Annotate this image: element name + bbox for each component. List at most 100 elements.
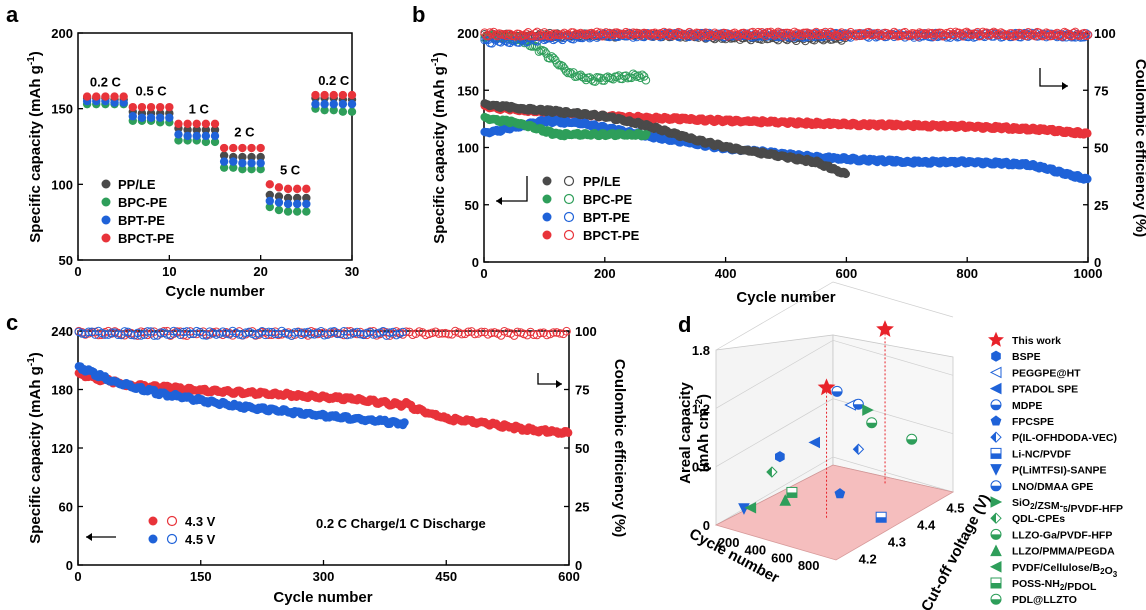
- panel-b-y-tick-label: 200: [457, 26, 479, 41]
- panel-d-legend-label: This work: [1012, 335, 1061, 347]
- panel-c-efficiency-point: [513, 327, 522, 337]
- panel-a-y-tick-label: 50: [59, 253, 73, 268]
- panel-a-point: [146, 113, 156, 122]
- panel-d-legend-marker: [988, 331, 1004, 347]
- panel-b-y-tick-label: 150: [457, 83, 479, 98]
- panel-a-legend-label: BPCT-PE: [118, 231, 175, 246]
- panel-c-y2label: Coulombic efficiency (%): [611, 359, 628, 537]
- panel-a-point: [82, 92, 92, 101]
- panel-a-point: [329, 99, 338, 109]
- panel-a-point: [274, 192, 284, 201]
- panel-c-y-tick-label: 240: [51, 324, 73, 339]
- panel-d-gridline: [715, 281, 954, 351]
- panel-c-efficiency-point: [162, 330, 172, 339]
- panel-b-xlabel: Cycle number: [736, 289, 835, 306]
- panel-b-efficiency-point: [641, 75, 651, 85]
- panel-d-legend-marker: [990, 464, 1002, 476]
- panel-d-z-tick-label: 1.2: [692, 401, 710, 416]
- panel-a-rate-label: 0.2 C: [90, 75, 122, 90]
- panel-b-x-tick-label: 0: [480, 266, 487, 281]
- panel-b-plot-frame: [483, 32, 1089, 263]
- panel-a-point: [183, 119, 192, 128]
- panel-b-x-tick-label: 600: [836, 266, 858, 281]
- panel-a-point: [101, 92, 110, 101]
- panel-d-literature-point: [779, 494, 792, 506]
- panel-d-legend-marker: [989, 366, 1002, 379]
- panel-b-left-arrow-head: [496, 197, 502, 205]
- panel-b-y2-tick-label: 0: [1094, 255, 1101, 270]
- panel-d-legend-marker-fill: [991, 599, 1001, 605]
- panel-a-point: [174, 119, 183, 128]
- panel-d-literature-point: [808, 436, 820, 449]
- panel-a: a 0 10 20 30 50 100 150 200 0.2 C 0.5 C 1 C 2 C 5 C…: [6, 2, 359, 300]
- panel-d-ticks: 0 0.6 1.2 1.8 200 400 600 800 4.2 4.3 4.4 4.5: [692, 343, 965, 573]
- panel-a-point: [174, 136, 183, 145]
- panel-a-point: [92, 92, 101, 101]
- panel-c-efficiency-point: [120, 327, 129, 336]
- panel-a-point: [165, 102, 174, 112]
- panel-d-y-tick-label: 4.2: [859, 552, 877, 567]
- panel-d-legend-marker: [990, 415, 1002, 426]
- panel-a-point: [229, 163, 238, 172]
- panel-d-legend-label: PVDF/Cellulose/B2O3: [1012, 562, 1118, 579]
- panel-a-point: [247, 165, 256, 174]
- panel-b-y2-tick-label: 75: [1094, 83, 1108, 98]
- panel-d-legend-marker: [989, 560, 1002, 573]
- panel-b-legend-filled-marker: [542, 176, 552, 186]
- panel-d-legend-marker-fill: [991, 453, 1001, 459]
- panel-d-legend-label: PTADOL SPE: [1012, 384, 1078, 396]
- panel-d-legend-label: PEGGPE@HT: [1012, 367, 1081, 379]
- panel-b-efficiency-point: [592, 27, 602, 37]
- panel-a-point: [320, 105, 329, 115]
- panel-a-xlabel: Cycle number: [165, 283, 264, 300]
- panel-a-point: [265, 202, 274, 212]
- panel-d-legend-marker-fill: [991, 432, 996, 443]
- panel-a-point: [238, 158, 247, 168]
- panel-c-capacity-point: [400, 418, 409, 427]
- panel-b-ylabel: Specific capacity (mAh g-1): [430, 52, 448, 243]
- panel-a-point: [329, 105, 338, 115]
- panel-d-this-work-point: [817, 378, 836, 396]
- panel-d-back-wall-right: [832, 334, 954, 493]
- panel-a-rate-labels: 0.2 C 0.5 C 1 C 2 C 5 C 0.2 C: [90, 73, 350, 177]
- panel-d-legend-marker-fill: [991, 583, 1001, 588]
- panel-a-point: [338, 99, 348, 109]
- panel-c-x-tick-label: 150: [190, 569, 212, 584]
- panel-d-x-tick-label: 200: [718, 535, 740, 550]
- panel-c-legend: 4.3 V 4.5 V: [148, 514, 216, 547]
- panel-a-x-tick-label: 10: [162, 264, 176, 279]
- panel-c-efficiency-point: [470, 329, 480, 339]
- panel-a-point: [183, 125, 192, 135]
- panel-b-efficiency-point: [634, 71, 643, 80]
- panel-c-legend-filled-marker: [148, 534, 158, 544]
- panel-c-efficiency-point: [300, 328, 309, 337]
- panel-b-efficiency-point: [1081, 31, 1091, 41]
- panel-a-point: [146, 102, 156, 112]
- panel-a-legend-label: BPT-PE: [118, 213, 165, 228]
- panel-c-efficiency-point: [241, 328, 251, 338]
- panel-c-efficiency-point: [77, 329, 87, 338]
- panel-a-point: [229, 157, 238, 166]
- panel-a-rate-label: 1 C: [189, 102, 210, 117]
- panel-a-x-tick-label: 0: [74, 264, 81, 279]
- panel-b-legend-filled-marker: [542, 194, 552, 204]
- panel-a-point: [347, 99, 357, 109]
- panel-c-efficiency-point: [437, 329, 447, 338]
- panel-b-x-tick-label: 200: [594, 266, 616, 281]
- panel-a-legend-marker: [101, 197, 111, 207]
- panel-a-marks: [82, 90, 357, 216]
- panel-d-legend-label: QDL-CPEs: [1012, 513, 1065, 525]
- panel-d-literature-point-fill: [906, 439, 917, 445]
- panel-c-efficiency-point: [362, 328, 372, 338]
- panel-b-efficiency-point: [565, 68, 575, 77]
- panel-c-legend-hollow-marker: [166, 533, 178, 545]
- panel-d-literature-point: [775, 451, 785, 463]
- panel-a-point: [247, 158, 256, 168]
- panel-a-point: [192, 131, 201, 141]
- panel-b-efficiency-point: [545, 54, 555, 63]
- panel-a-rate-label: 0.5 C: [136, 84, 168, 99]
- panel-a-plot-frame: [77, 32, 353, 261]
- panel-d-z-tick-label: 0.6: [692, 460, 710, 475]
- panel-a-point: [229, 143, 238, 153]
- panel-d-y-tick-label: 4.3: [888, 535, 906, 550]
